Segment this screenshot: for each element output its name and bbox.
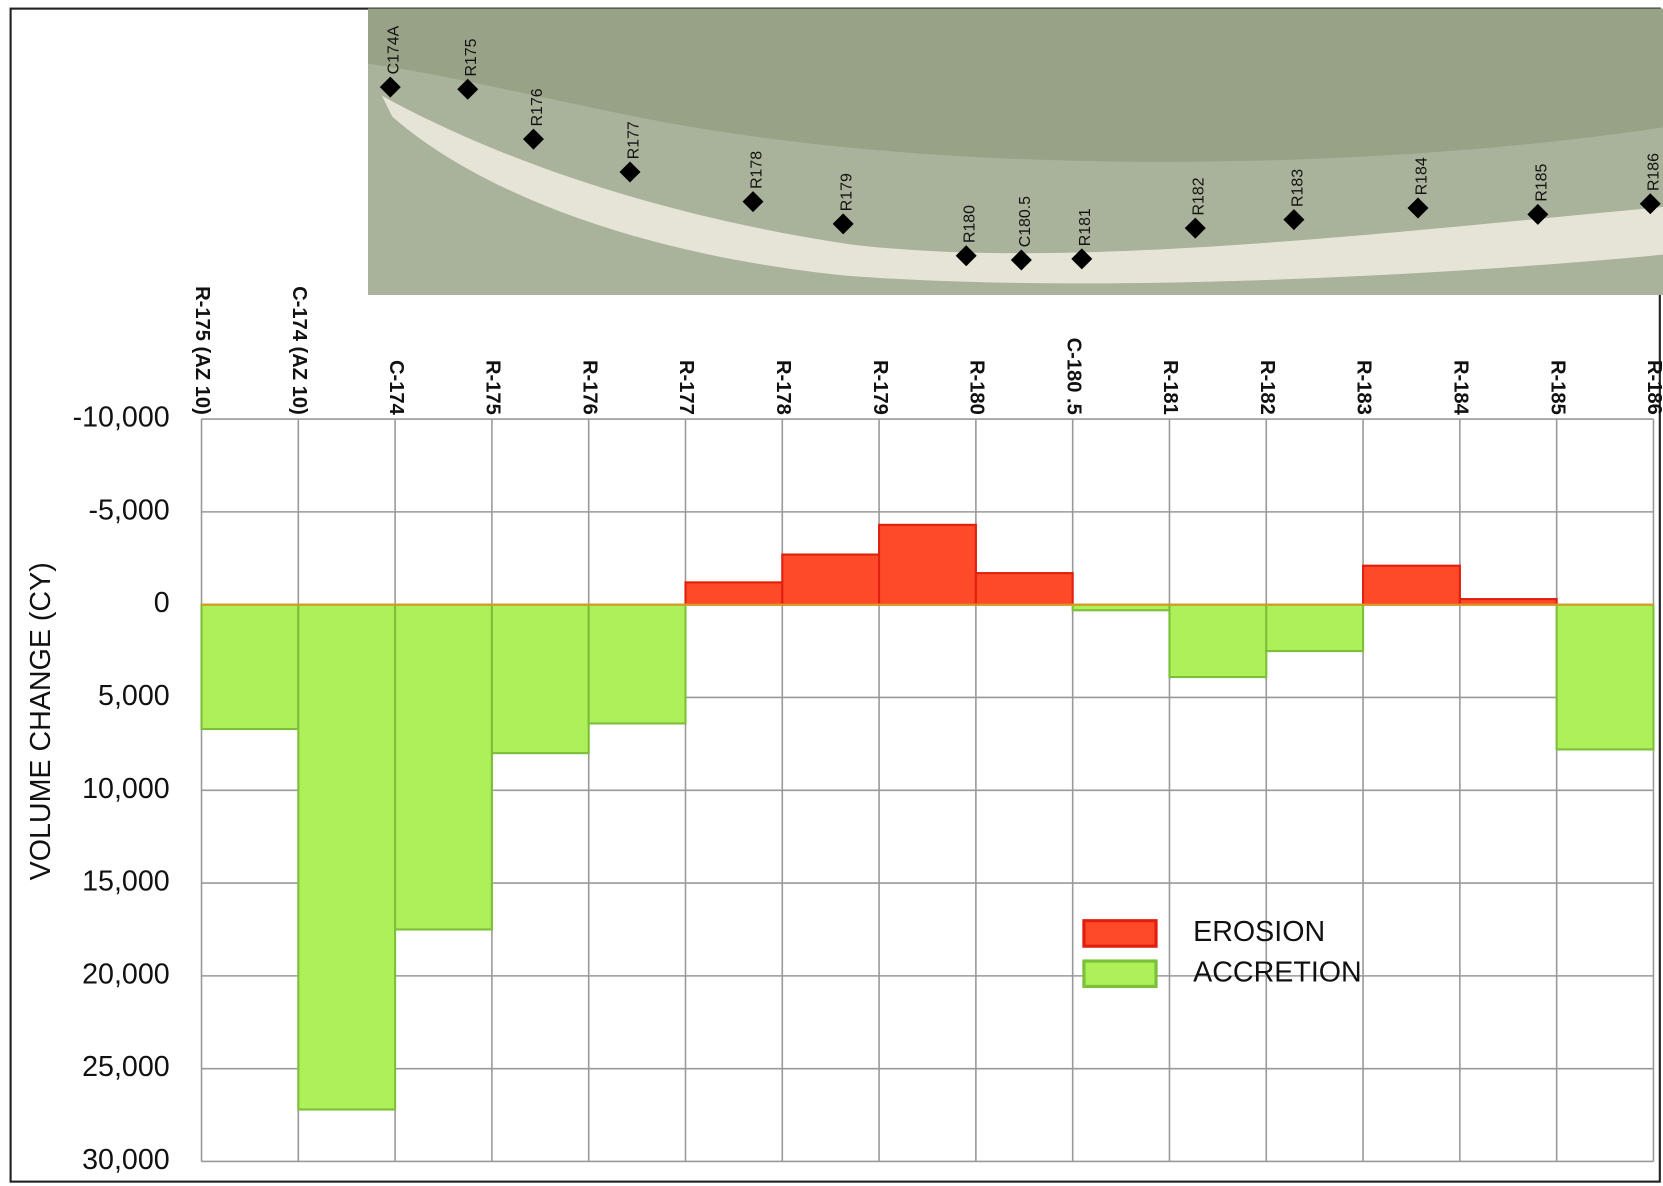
y-tick-label: 10,000 bbox=[82, 773, 170, 805]
y-tick-label: 15,000 bbox=[82, 866, 170, 898]
bar bbox=[587, 603, 687, 725]
map-land bbox=[368, 8, 1663, 162]
bar bbox=[974, 572, 1074, 606]
x-tick-label: R-185 bbox=[1546, 360, 1568, 415]
x-tick-label: R-184 bbox=[1450, 360, 1472, 416]
y-tick-label: 5,000 bbox=[98, 680, 170, 712]
x-tick-label: R-178 bbox=[772, 360, 794, 415]
x-tick-label: R-175 (AZ 10) bbox=[191, 286, 213, 415]
map-marker-label: R180 bbox=[962, 205, 979, 243]
bar bbox=[684, 581, 784, 606]
legend-label: EROSION bbox=[1193, 916, 1325, 948]
map-marker-label: C180.5 bbox=[1017, 196, 1034, 247]
map-marker-label: R183 bbox=[1289, 169, 1306, 207]
bar bbox=[394, 603, 493, 931]
x-tick-label: C-174 (AZ 10) bbox=[288, 286, 310, 415]
map-marker-label: R185 bbox=[1533, 163, 1550, 201]
legend-swatch bbox=[1082, 959, 1158, 989]
map-marker-label: R178 bbox=[748, 151, 765, 189]
y-tick-label: -5,000 bbox=[89, 494, 170, 526]
map-marker-label: C174A bbox=[386, 25, 403, 74]
legend-label: ACCRETION bbox=[1193, 956, 1362, 988]
bar bbox=[1265, 603, 1365, 653]
legend-swatch bbox=[1082, 919, 1158, 948]
x-tick-label: C-180 .5 bbox=[1062, 338, 1084, 415]
y-tick-label: 30,000 bbox=[82, 1144, 170, 1176]
map-marker-label: R184 bbox=[1413, 157, 1430, 195]
x-tick-label: R-183 bbox=[1353, 360, 1375, 415]
x-tick-label: R-175 bbox=[482, 360, 504, 415]
map-marker-label: R182 bbox=[1191, 177, 1208, 215]
y-tick-label: 20,000 bbox=[82, 958, 170, 990]
y-axis-label: VOLUME CHANGE (CY) bbox=[25, 562, 57, 880]
map-marker-label: R186 bbox=[1646, 153, 1663, 191]
y-tick-label: 0 bbox=[154, 587, 170, 619]
bar bbox=[200, 603, 300, 731]
map-marker bbox=[1184, 217, 1206, 239]
x-tick-label: R-186 bbox=[1643, 360, 1663, 415]
bar bbox=[878, 523, 977, 606]
bar bbox=[297, 603, 397, 1111]
x-tick-label: R-177 bbox=[675, 360, 697, 415]
bar bbox=[1168, 603, 1268, 679]
x-tick-label: R-182 bbox=[1256, 360, 1278, 415]
bar bbox=[1362, 564, 1461, 606]
map-beach bbox=[381, 95, 1663, 284]
bar bbox=[490, 603, 590, 755]
map-marker-label: R181 bbox=[1077, 208, 1094, 246]
y-tick-label: -10,000 bbox=[73, 402, 170, 434]
x-tick-label: R-180 bbox=[966, 360, 988, 415]
x-tick-label: R-181 bbox=[1159, 360, 1181, 415]
map-marker-label: R176 bbox=[529, 88, 546, 126]
map-marker-label: R177 bbox=[625, 121, 642, 159]
bar bbox=[1555, 603, 1655, 751]
bar bbox=[781, 553, 881, 606]
map-marker-label: R175 bbox=[463, 38, 480, 76]
map-marker bbox=[457, 78, 479, 100]
map-marker bbox=[1639, 193, 1661, 215]
y-tick-label: 25,000 bbox=[82, 1051, 170, 1083]
x-tick-label: C-174 bbox=[385, 360, 407, 416]
x-tick-label: R-179 bbox=[869, 360, 891, 415]
frame bbox=[9, 7, 1661, 1183]
x-tick-label: R-176 bbox=[578, 360, 600, 415]
map-marker-label: R179 bbox=[839, 173, 856, 211]
